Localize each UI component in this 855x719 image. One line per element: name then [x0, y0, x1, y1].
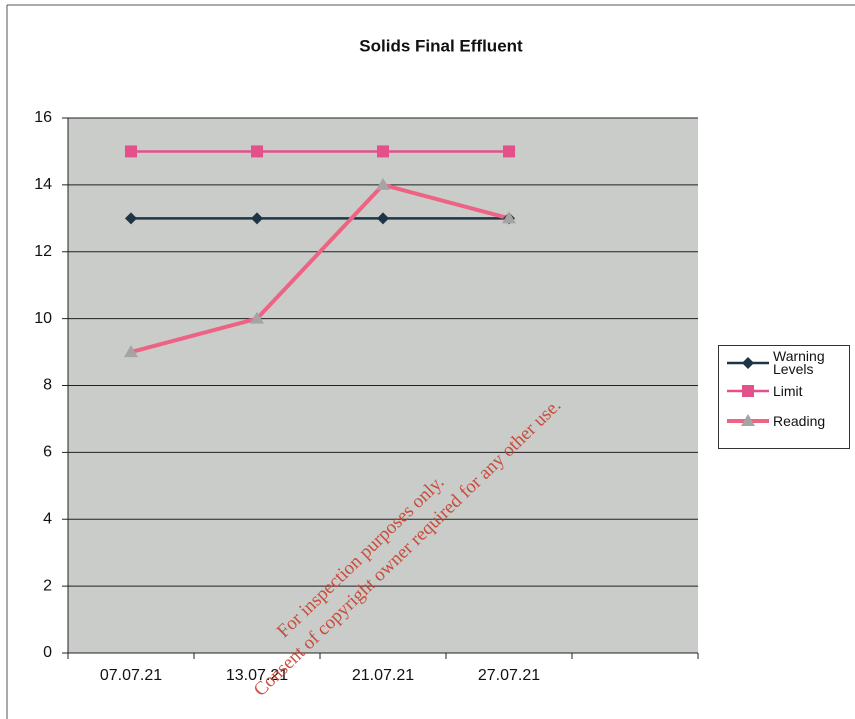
y-tick-label: 8 [43, 377, 52, 394]
data-point [125, 212, 137, 225]
data-point [250, 311, 264, 324]
legend-item: Reading [725, 414, 843, 428]
legend-label: Reading [773, 412, 826, 429]
y-tick-label: 14 [34, 176, 52, 193]
legend: Warning Levels Limit Reading [718, 345, 850, 449]
x-tick-label: 13.07.21 [226, 667, 288, 684]
data-point [251, 145, 263, 158]
data-point [251, 212, 263, 225]
legend-swatch [727, 357, 769, 369]
data-point [125, 145, 137, 158]
data-point [503, 145, 515, 158]
y-tick-label: 2 [43, 577, 52, 594]
legend-label: Limit [773, 382, 803, 399]
legend-marker [742, 357, 754, 369]
data-point [124, 345, 138, 358]
legend-label: Warning Levels [773, 348, 825, 377]
data-point [377, 212, 389, 225]
y-tick-label: 16 [34, 109, 52, 126]
legend-marker [742, 385, 754, 397]
legend-item: Limit [725, 384, 843, 398]
series-line [130, 182, 510, 354]
x-tick-label: 07.07.21 [100, 667, 162, 684]
y-tick-label: 0 [43, 644, 52, 661]
data-point [502, 211, 516, 224]
y-tick-label: 10 [34, 310, 52, 327]
x-tick-label: 21.07.21 [352, 667, 414, 684]
legend-marker [741, 414, 755, 426]
x-tick-label: 27.07.21 [478, 667, 540, 684]
data-point [377, 145, 389, 158]
chart-title: Solids Final Effluent [359, 36, 523, 55]
legend-swatch [727, 414, 769, 426]
legend-swatch [727, 385, 769, 397]
y-tick-label: 12 [34, 243, 52, 260]
y-tick-label: 4 [43, 510, 52, 527]
y-tick-label: 6 [43, 444, 52, 461]
legend-item: Warning Levels [725, 348, 843, 377]
data-point [376, 177, 390, 190]
